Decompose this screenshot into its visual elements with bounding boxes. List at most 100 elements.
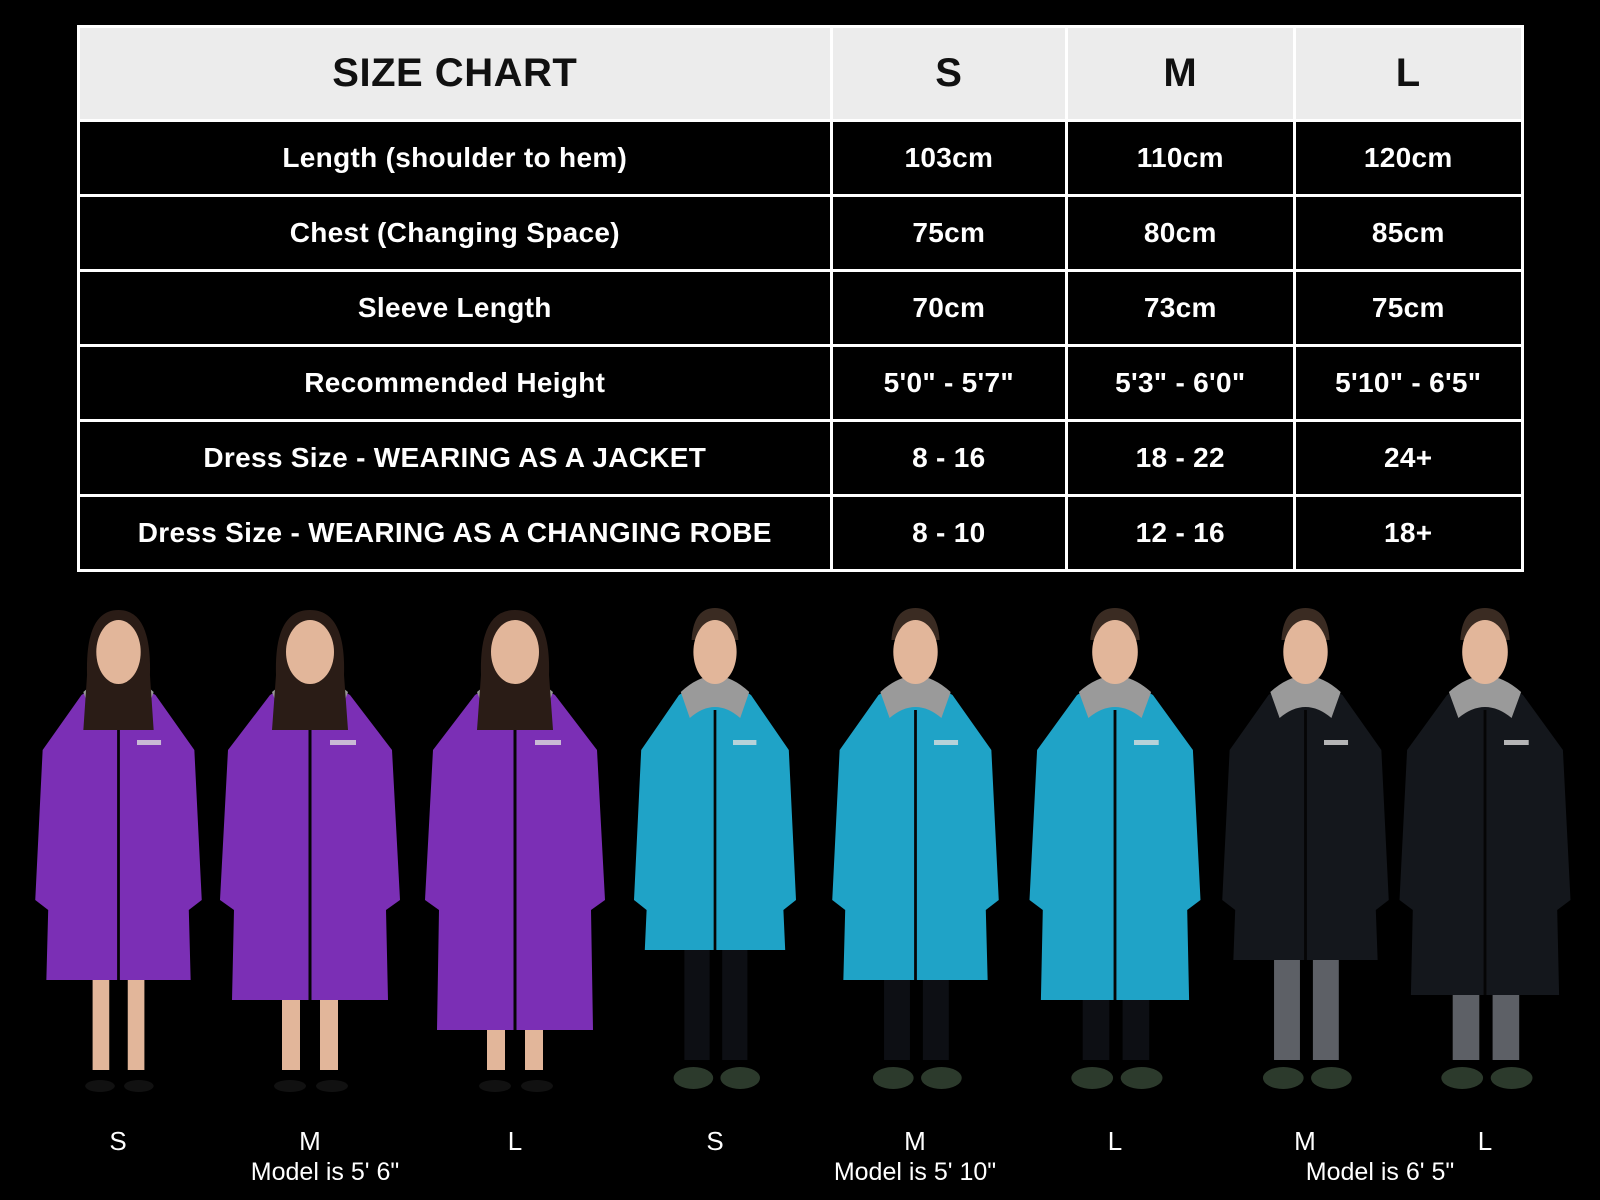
hood-lining [680,676,750,718]
logo-icon [1134,740,1159,745]
logo-icon [535,740,561,745]
leg [922,970,949,1060]
leg [127,970,144,1070]
face [892,620,938,684]
logo-icon [330,740,356,745]
size-header-m: M [1065,25,1296,122]
model-photo-strip [0,600,1600,1140]
sandal [84,1080,115,1092]
model-size-label: M [1294,1126,1316,1156]
model-height-caption: Model is 5' 10" [833,1158,997,1186]
shoe [1120,1067,1163,1089]
cell-m: 80cm [1065,194,1296,272]
row-label: Length (shoulder to hem) [77,119,833,197]
logo-icon [136,740,161,745]
cell-s: 75cm [829,194,1069,272]
model-size-label: S [706,1126,724,1156]
cell-l: 120cm [1292,119,1525,197]
model-photo [1390,600,1580,1130]
table-row-height: Recommended Height 5'0" - 5'7" 5'3" - 6'… [77,344,1525,422]
leg [1492,985,1520,1060]
leg [320,990,338,1070]
face [1462,620,1508,684]
size-chart-table: SIZE CHART S M L Length (shoulder to hem… [77,25,1525,572]
leg [883,970,910,1060]
sandal [123,1080,154,1092]
face [491,620,539,684]
leg [487,1020,505,1070]
sandal [274,1080,306,1092]
model-size-label: S [109,1126,127,1156]
model-size-label: M [299,1126,321,1156]
size-header-l: L [1292,25,1525,122]
row-label: Chest (Changing Space) [77,194,833,272]
shoe [720,1067,760,1089]
logo-icon [1323,740,1348,745]
table-row-length: Length (shoulder to hem) 103cm 110cm 120… [77,119,1525,197]
model-size-label: L [507,1126,523,1156]
hood-lining [879,676,951,718]
shoe [1441,1067,1484,1089]
shoe [1490,1067,1533,1089]
cell-l: 85cm [1292,194,1525,272]
model-photo [26,600,211,1130]
leg [282,990,300,1070]
cell-m: 18 - 22 [1065,419,1296,497]
hood-lining [1078,676,1152,718]
face [1092,620,1138,684]
hood-lining [1269,676,1341,718]
model-photo [210,600,410,1130]
row-label: Sleeve Length [77,269,833,347]
logo-icon [733,740,757,745]
table-row-dress-robe: Dress Size - WEARING AS A CHANGING ROBE … [77,494,1525,572]
model-photo [625,600,805,1130]
model-photo [823,600,1008,1130]
leg [1122,990,1150,1060]
cell-m: 73cm [1065,269,1296,347]
cell-l: 24+ [1292,419,1525,497]
shoe [1262,1067,1304,1089]
cell-m: 5'3" - 6'0" [1065,344,1296,422]
leg [92,970,109,1070]
logo-icon [1504,740,1529,745]
cell-s: 8 - 10 [829,494,1069,572]
table-row-dress-jacket: Dress Size - WEARING AS A JACKET 8 - 16 … [77,419,1525,497]
cell-s: 70cm [829,269,1069,347]
model-height-caption: Model is 6' 5" [1305,1158,1455,1186]
cell-l: 75cm [1292,269,1525,347]
model-photo [1020,600,1210,1130]
size-chart-header-row: SIZE CHART S M L [77,25,1525,122]
shoe [673,1067,714,1089]
cell-l: 18+ [1292,494,1525,572]
model-size-label: L [1107,1126,1123,1156]
cell-s: 103cm [829,119,1069,197]
sandal [521,1080,553,1092]
face [693,620,737,684]
leg [1452,985,1480,1060]
table-row-sleeve: Sleeve Length 70cm 73cm 75cm [77,269,1525,347]
cell-m: 110cm [1065,119,1296,197]
leg [525,1020,543,1070]
table-row-chest: Chest (Changing Space) 75cm 80cm 85cm [77,194,1525,272]
model-size-label: L [1477,1126,1493,1156]
face [286,620,334,684]
face [1282,620,1328,684]
sandal [316,1080,348,1092]
model-photo [415,600,615,1130]
leg [1082,990,1110,1060]
hood-lining [1448,676,1522,718]
size-header-s: S [829,25,1069,122]
logo-icon [933,740,958,745]
cell-m: 12 - 16 [1065,494,1296,572]
shoe [872,1067,914,1089]
shoe [1310,1067,1352,1089]
face [95,620,141,684]
shoe [1071,1067,1114,1089]
row-label: Recommended Height [77,344,833,422]
model-size-label: M [904,1126,926,1156]
row-label: Dress Size - WEARING AS A CHANGING ROBE [77,494,833,572]
cell-s: 5'0" - 5'7" [829,344,1069,422]
cell-s: 8 - 16 [829,419,1069,497]
leg [722,940,748,1060]
leg [1273,950,1300,1060]
